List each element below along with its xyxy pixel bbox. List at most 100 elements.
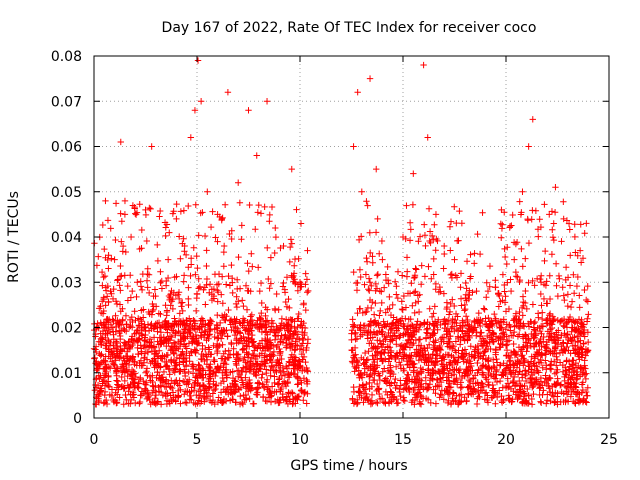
data-point (540, 387, 547, 394)
data-point (175, 295, 183, 303)
data-point (125, 324, 133, 331)
data-point (414, 292, 422, 299)
data-point (287, 236, 295, 243)
data-point (228, 235, 235, 243)
data-point (363, 393, 371, 401)
data-point (437, 375, 444, 382)
data-point (431, 303, 438, 310)
data-point (106, 342, 114, 349)
data-point (457, 295, 465, 302)
data-point (546, 365, 554, 372)
data-point (504, 279, 511, 286)
data-point (410, 386, 417, 394)
data-point (484, 399, 492, 406)
data-point (356, 383, 363, 391)
data-point (400, 355, 407, 362)
data-point (114, 343, 121, 351)
data-point (144, 391, 152, 398)
data-point (248, 317, 256, 324)
data-point (213, 381, 220, 389)
data-point (537, 335, 544, 343)
data-point (540, 295, 548, 303)
data-point (255, 342, 262, 349)
data-point (485, 327, 492, 334)
data-point (489, 356, 497, 363)
data-point (458, 302, 465, 309)
data-point (559, 284, 566, 291)
data-point (164, 274, 172, 282)
data-point (384, 344, 392, 351)
data-point (496, 377, 504, 385)
data-point (530, 369, 538, 377)
data-point (105, 348, 112, 355)
data-point (351, 330, 359, 338)
data-point (262, 318, 270, 325)
data-point (388, 336, 395, 343)
data-point (265, 275, 272, 283)
data-point (519, 398, 527, 405)
data-point (443, 305, 450, 313)
data-point (546, 375, 554, 382)
data-point (357, 333, 364, 340)
data-point (243, 349, 250, 356)
data-point (506, 224, 513, 231)
y-tick-label: 0.02 (51, 321, 82, 337)
data-point (506, 358, 513, 365)
data-point (382, 276, 390, 284)
data-point (546, 295, 554, 303)
data-point (281, 372, 289, 379)
data-point (529, 277, 536, 285)
data-point (568, 324, 576, 331)
data-point (426, 228, 434, 235)
data-point (412, 265, 419, 272)
data-point (534, 352, 542, 360)
data-point (500, 397, 507, 405)
data-point (489, 322, 496, 330)
data-point (580, 340, 587, 347)
data-point (398, 305, 406, 313)
data-point (228, 339, 235, 347)
data-point (425, 205, 433, 212)
data-point (576, 304, 583, 311)
data-point (162, 232, 169, 240)
data-point (475, 389, 482, 397)
data-point (121, 326, 128, 334)
data-point (173, 354, 181, 362)
data-point (388, 353, 395, 361)
data-point (242, 327, 249, 334)
data-point (294, 380, 302, 388)
data-point (363, 390, 370, 398)
data-point (366, 296, 374, 304)
data-point (160, 376, 167, 384)
data-point (520, 355, 527, 362)
data-point (393, 283, 400, 290)
data-point (171, 380, 178, 387)
data-point (203, 281, 210, 289)
data-point (421, 347, 429, 355)
data-point (447, 401, 455, 408)
data-point (154, 328, 161, 335)
data-point (149, 378, 156, 386)
data-point (502, 342, 510, 349)
data-point (236, 371, 244, 379)
data-point (133, 209, 141, 216)
data-point (225, 272, 232, 280)
data-point (135, 335, 143, 343)
data-point (233, 303, 241, 311)
data-point (501, 299, 509, 306)
data-point (212, 372, 219, 380)
data-point (358, 188, 365, 195)
data-point (372, 320, 379, 328)
data-point (411, 379, 418, 386)
data-point (214, 298, 221, 305)
data-point (410, 325, 417, 332)
data-point (220, 378, 228, 385)
data-point (187, 255, 195, 262)
data-point (571, 367, 578, 375)
data-point (356, 266, 364, 273)
data-point (507, 323, 514, 331)
data-point (229, 390, 236, 397)
data-point (546, 385, 553, 392)
data-point (479, 380, 486, 388)
data-point (360, 399, 367, 406)
